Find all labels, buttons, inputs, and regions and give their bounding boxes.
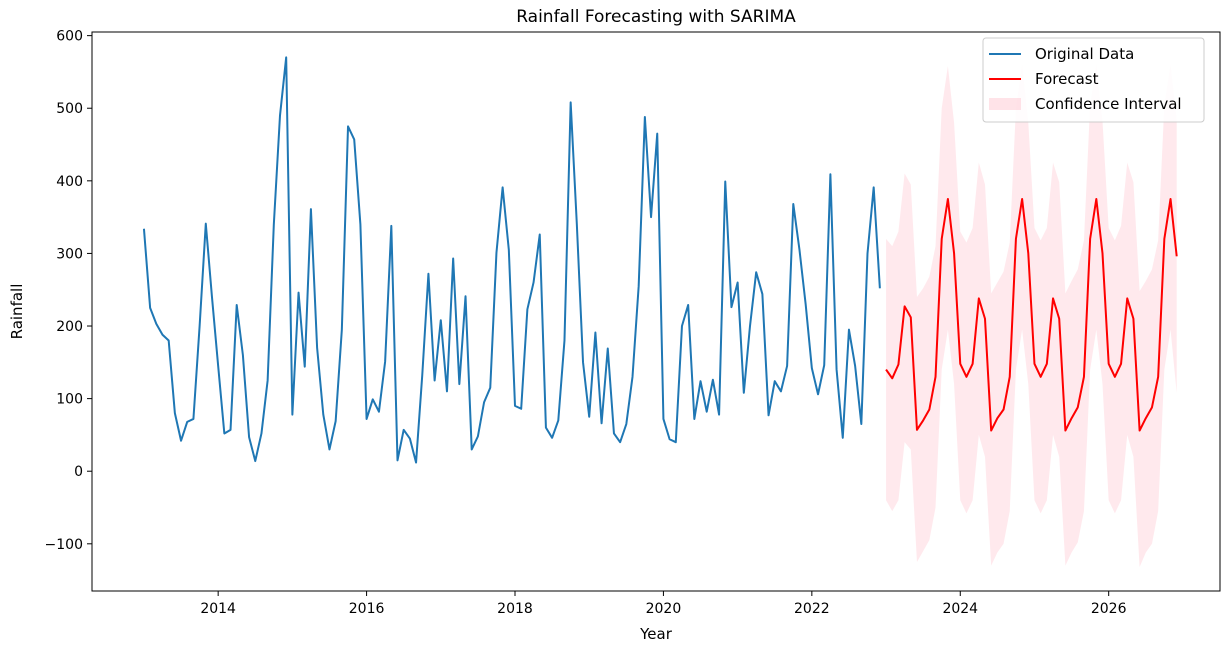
y-tick-label: 400 [56,174,83,190]
y-tick-label: 100 [56,392,83,408]
y-tick-label: 200 [56,319,83,335]
forecast-line [885,197,1178,432]
x-tick-label: 2014 [200,601,236,617]
original-data-line [142,56,881,464]
x-tick-label: 2016 [349,601,385,617]
x-tick-label: 2018 [497,601,533,617]
legend-label-original-data: Original Data [1035,45,1134,63]
legend-label-confidence-interval: Confidence Interval [1035,95,1182,113]
y-tick-label: 0 [74,464,83,480]
plot-area-frame [91,31,1221,592]
legend-label-forecast: Forecast [1035,70,1099,88]
x-axis-ticks: 2014 2016 2018 2020 2022 2024 2026 [200,591,1127,617]
x-tick-label: 2026 [1091,601,1127,617]
series-lines-layer [142,56,1178,464]
y-tick-label: 500 [56,101,83,117]
y-axis-label: Rainfall [8,284,26,340]
legend: Original Data Forecast Confidence Interv… [982,37,1205,123]
chart-title: Rainfall Forecasting with SARIMA [516,7,796,27]
legend-swatch-confidence-interval [989,98,1021,110]
x-tick-label: 2024 [942,601,978,617]
y-tick-label: 600 [56,29,83,45]
x-tick-label: 2022 [794,601,830,617]
y-tick-label: 300 [56,246,83,262]
y-axis-ticks: −100 0 100 200 300 400 500 600 [45,29,92,553]
x-tick-label: 2020 [646,601,682,617]
x-axis-label: Year [639,625,673,643]
legend-box [982,37,1205,123]
y-tick-label: −100 [45,537,83,553]
